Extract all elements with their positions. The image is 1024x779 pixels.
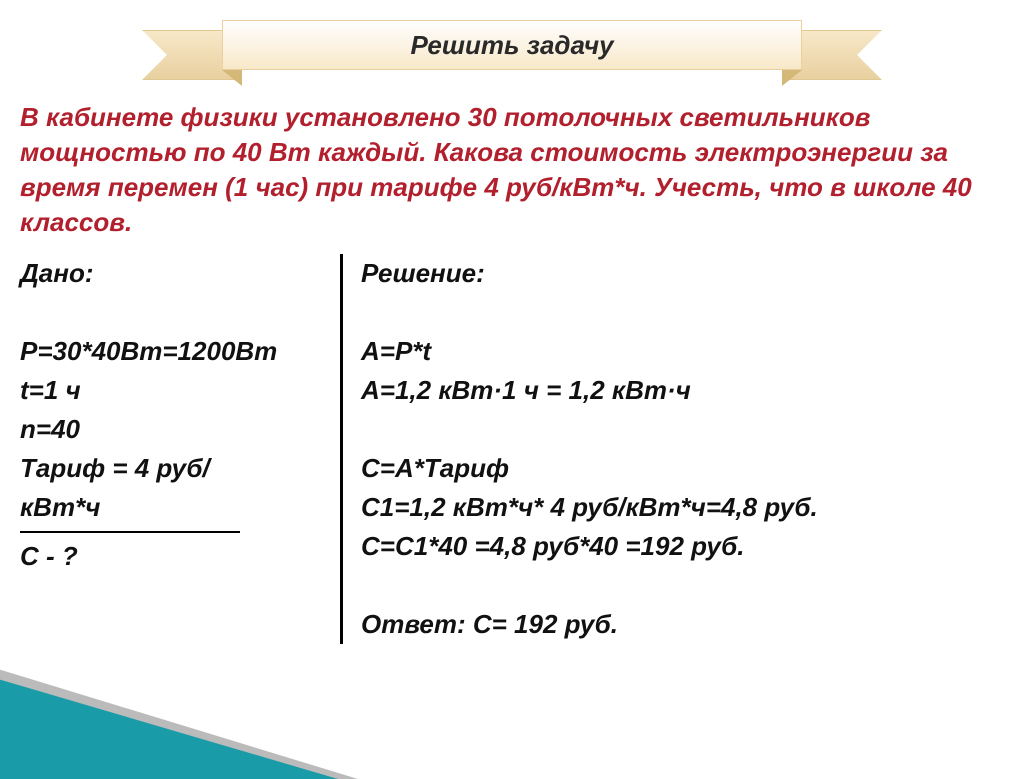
banner-title: Решить задачу: [410, 30, 613, 61]
given-question: С - ?: [20, 537, 322, 576]
given-line: n=40: [20, 410, 322, 449]
banner-main: Решить задачу: [222, 20, 802, 70]
given-line: Тариф = 4 руб/: [20, 449, 322, 488]
banner-fold-right: [782, 70, 802, 86]
solution-answer: Ответ: С= 192 руб.: [361, 605, 1004, 644]
solution-line: С=А*Тариф: [361, 449, 1004, 488]
given-line: t=1 ч: [20, 371, 322, 410]
solution-heading: Решение:: [361, 254, 1004, 293]
banner-fold-left: [222, 70, 242, 86]
given-heading: Дано:: [20, 254, 322, 293]
solution-column: Решение: A=P*t A=1,2 кВт·1 ч = 1,2 кВт·ч…: [361, 254, 1004, 644]
corner-triangle: [0, 679, 338, 779]
solution-line: [361, 566, 1004, 605]
solution-line: A=P*t: [361, 332, 1004, 371]
given-divider: [20, 531, 240, 533]
given-line: Р=30*40Вт=1200Вт: [20, 332, 322, 371]
title-banner: Решить задачу: [162, 10, 862, 80]
vertical-divider: [340, 254, 343, 644]
given-line: кВт*ч: [20, 488, 322, 527]
solution-line: С=С1*40 =4,8 руб*40 =192 руб.: [361, 527, 1004, 566]
problem-statement: В кабинете физики установлено 30 потолоч…: [0, 100, 1024, 250]
solution-line: [361, 410, 1004, 449]
work-area: Дано: Р=30*40Вт=1200Вт t=1 ч n=40 Тариф …: [0, 250, 1024, 644]
solution-line: С1=1,2 кВт*ч* 4 руб/кВт*ч=4,8 руб.: [361, 488, 1004, 527]
solution-line: A=1,2 кВт·1 ч = 1,2 кВт·ч: [361, 371, 1004, 410]
given-column: Дано: Р=30*40Вт=1200Вт t=1 ч n=40 Тариф …: [20, 254, 340, 644]
